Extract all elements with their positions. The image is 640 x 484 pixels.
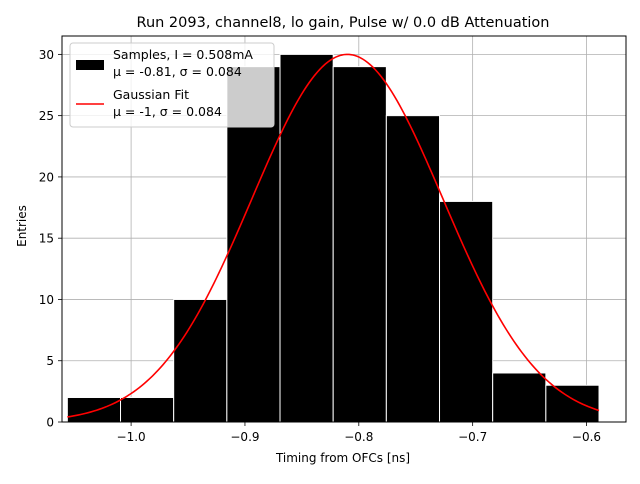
y-axis-label: Entries [15,205,29,247]
x-tick-label: −0.7 [458,430,487,444]
y-tick-label: 5 [46,354,54,368]
x-tick-label: −0.9 [230,430,259,444]
legend-samples-swatch [76,60,104,70]
y-tick-label: 30 [39,48,54,62]
plot-frame [61,35,627,423]
histogram-bar [439,200,494,423]
x-tick-label: −1.0 [117,430,146,444]
legend-box [69,42,275,128]
y-tick-label: 25 [39,109,54,123]
y-tick-label: 0 [46,416,54,430]
legend-fit-stats: μ = -1, σ = 0.084 [113,104,222,119]
y-tick-label: 20 [39,170,54,184]
histogram-bar [385,115,441,423]
legend-fit-label: Gaussian Fit [113,87,189,102]
histogram-bar [492,372,547,423]
x-axis-label: Timing from OFCs [ns] [275,451,410,465]
histogram-bar [279,53,334,423]
legend: Samples, I = 0.508mA μ = -0.81, σ = 0.08… [69,42,275,128]
chart-title: Run 2093, channel8, lo gain, Pulse w/ 0.… [137,15,550,31]
histogram-bar [66,396,122,423]
x-tick-label: −0.6 [572,430,601,444]
histogram-bar [332,66,387,423]
histogram-bar [545,384,600,423]
histogram-bar [173,298,228,423]
x-axis-ticks: −1.0 −0.9 −0.8 −0.7 −0.6 [117,422,601,444]
x-tick-label: −0.8 [344,430,373,444]
gaussian-fit-curve [67,53,600,418]
legend-samples-label: Samples, I = 0.508mA [113,47,253,62]
y-axis-ticks: 0 5 10 15 20 25 30 [39,48,62,430]
y-tick-label: 15 [39,232,54,246]
histogram-bar [120,396,175,423]
legend-samples-stats: μ = -0.81, σ = 0.084 [113,64,242,79]
y-tick-label: 10 [39,293,54,307]
